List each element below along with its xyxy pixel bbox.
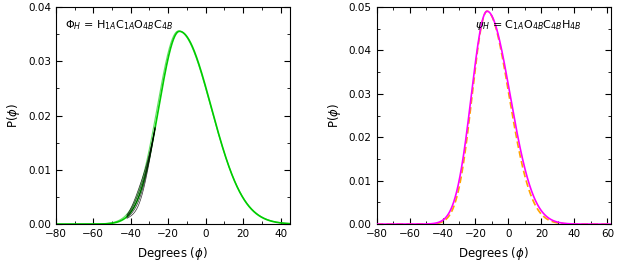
Text: $\psi_{H}$ = C$_{1A}$O$_{4B}$C$_{4B}$H$_{4B}$: $\psi_{H}$ = C$_{1A}$O$_{4B}$C$_{4B}$H$_… bbox=[475, 18, 582, 32]
Y-axis label: P($\phi$): P($\phi$) bbox=[326, 103, 343, 128]
X-axis label: Degrees ($\phi$): Degrees ($\phi$) bbox=[138, 244, 208, 262]
X-axis label: Degrees ($\phi$): Degrees ($\phi$) bbox=[458, 244, 529, 262]
Y-axis label: P($\phi$): P($\phi$) bbox=[6, 103, 22, 128]
Text: $\Phi_{H}$ = H$_{1A}$C$_{1A}$O$_{4B}$C$_{4B}$: $\Phi_{H}$ = H$_{1A}$C$_{1A}$O$_{4B}$C$_… bbox=[65, 18, 173, 32]
